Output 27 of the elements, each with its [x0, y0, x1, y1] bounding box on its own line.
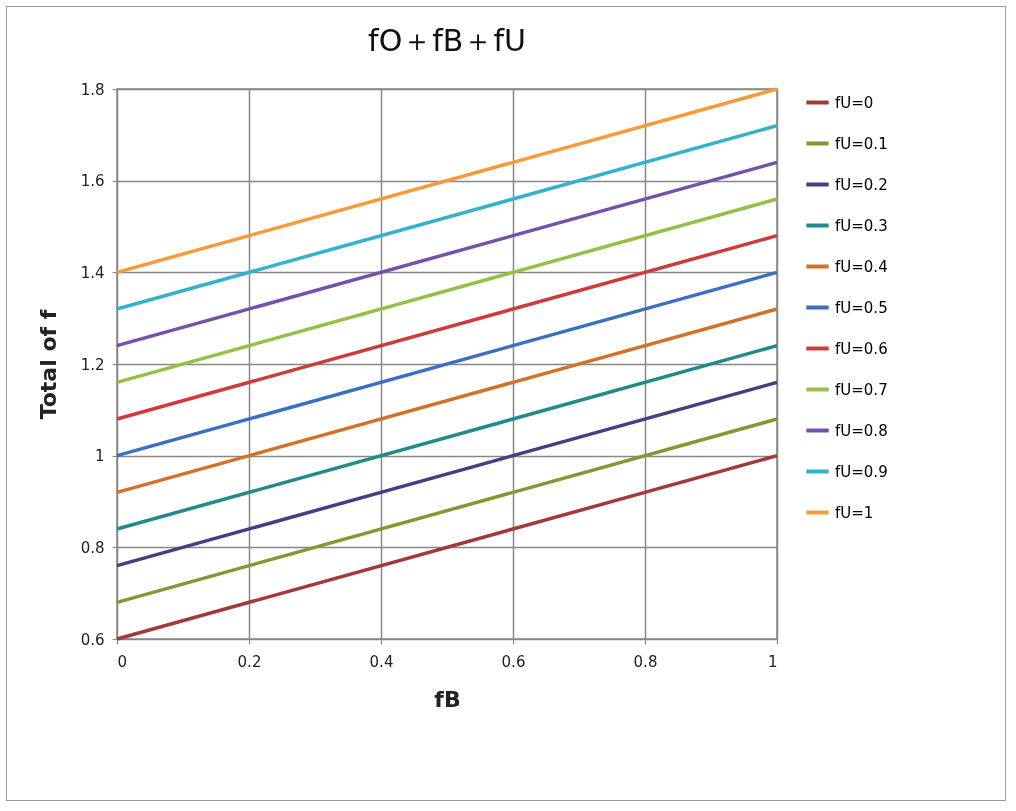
y-axis-title: Total of f: [35, 309, 61, 420]
x-tick-label: 0.6: [501, 652, 526, 671]
legend-label: fU=0.9: [835, 462, 888, 481]
legend-label: fU=0.8: [835, 421, 888, 440]
legend-label: fU=0.3: [835, 216, 888, 235]
x-axis-title: fB: [434, 686, 461, 712]
legend-label: fU=0.5: [835, 298, 888, 317]
y-tick-label: 1.8: [80, 80, 105, 99]
legend-label: fU=0.6: [835, 339, 888, 358]
x-tick-label: 0: [117, 652, 128, 671]
x-tick-label: 0.4: [369, 652, 394, 671]
chart-title: fO＋fB＋fU: [368, 23, 526, 58]
legend-label: fU=0.1: [835, 134, 888, 153]
x-tick-label: 0.2: [237, 652, 262, 671]
y-tick-label: 1.4: [80, 263, 105, 282]
legend-label: fU=0.2: [835, 175, 888, 194]
legend-label: fU=0.4: [835, 257, 888, 276]
legend-label: fU=0.7: [835, 380, 888, 399]
legend-label: fU=0: [835, 93, 874, 112]
y-tick-label: 1.2: [80, 355, 105, 374]
y-tick-label: 0.8: [80, 538, 105, 557]
x-tick-label: 0.8: [633, 652, 658, 671]
y-tick-label: 1.6: [80, 172, 105, 191]
x-tick-label: 1: [767, 652, 778, 671]
y-tick-label: 1: [94, 447, 105, 466]
y-tick-label: 0.6: [80, 630, 105, 649]
legend-label: fU=1: [835, 503, 874, 522]
